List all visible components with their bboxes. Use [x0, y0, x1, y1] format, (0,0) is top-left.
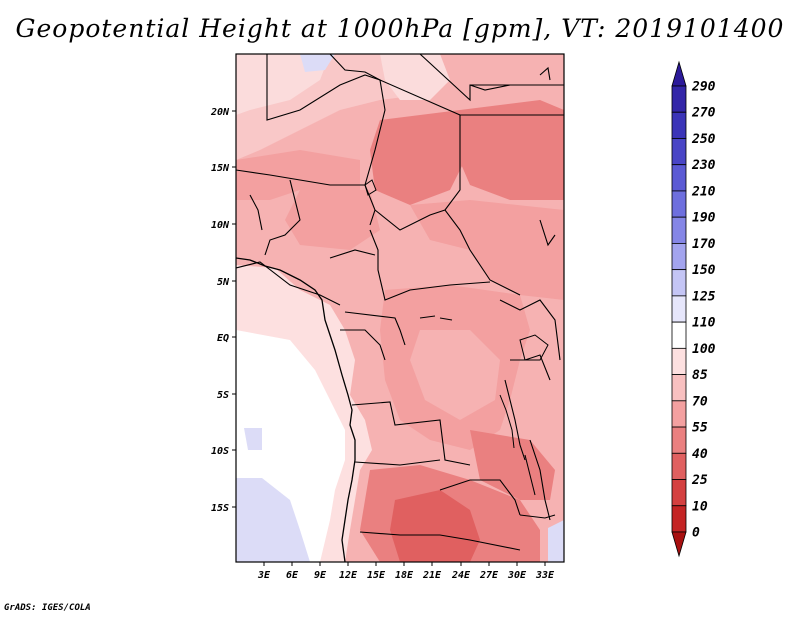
lat-tick-label: 10N	[211, 220, 230, 231]
lon-tick-label: 12E	[339, 570, 358, 581]
colorbar-label: 85	[692, 368, 708, 383]
colorbar-label: 210	[691, 184, 716, 199]
colorbar-label: 70	[692, 394, 708, 409]
colorbar-label: 40	[692, 447, 708, 462]
colorbar-swatch	[671, 111, 687, 139]
colorbar-swatch	[671, 479, 687, 507]
country-borders	[236, 54, 564, 551]
colorbar-swatch	[671, 85, 687, 113]
colorbar-swatch	[671, 400, 687, 428]
coastline	[236, 257, 356, 562]
lat-tick-label: 20N	[210, 107, 230, 118]
colorbar-swatch	[671, 269, 687, 297]
lakes	[364, 179, 549, 496]
map-panel	[236, 54, 564, 562]
colorbar-swatch	[671, 452, 687, 480]
lat-tick-label: 5S	[217, 390, 229, 401]
colorbar-label: 290	[691, 80, 716, 95]
colorbar-swatch	[671, 321, 687, 349]
colorbar-label: 100	[692, 342, 716, 357]
colorbar-label: 0	[692, 526, 700, 541]
colorbar-label: 25	[691, 473, 708, 488]
lon-tick-label: 27E	[479, 570, 499, 581]
colorbar-label: 55	[692, 421, 708, 436]
colorbar-label: 110	[692, 316, 716, 331]
colorbar-swatch	[671, 374, 687, 402]
colorbar-label: 125	[692, 289, 716, 304]
lon-tick-label: 24E	[451, 570, 471, 581]
lon-tick-label: 9E	[314, 570, 327, 581]
colorbar-label: 170	[692, 237, 716, 252]
lat-tick-label: 15S	[211, 503, 229, 514]
colorbar-swatch	[671, 426, 687, 454]
colorbar-top-arrow	[671, 60, 687, 87]
map-title: Geopotential Height at 1000hPa [gpm], VT…	[15, 14, 785, 43]
lon-tick-label: 15E	[367, 570, 386, 581]
lon-tick-label: 18E	[395, 570, 414, 581]
colorbar-label: 150	[692, 263, 716, 278]
lon-tick-label: 33E	[535, 570, 555, 581]
lat-tick-label: EQ	[217, 333, 229, 344]
colorbar-label: 190	[692, 211, 716, 226]
colorbar-label: 230	[691, 158, 716, 173]
colorbar: 2902702502302101901701501251101008570554…	[671, 60, 716, 558]
lon-tick-label: 3E	[257, 570, 271, 581]
colorbar-swatch	[671, 190, 687, 218]
colorbar-label: 10	[692, 499, 708, 514]
lat-tick-label: 5N	[217, 277, 230, 288]
colorbar-label: 250	[691, 132, 716, 147]
colorbar-label: 270	[691, 106, 716, 121]
colorbar-swatch	[671, 347, 687, 375]
colorbar-swatch	[671, 295, 687, 323]
lon-axis	[263, 562, 546, 566]
lat-tick-label: 10S	[211, 446, 229, 457]
colorbar-swatch	[671, 216, 687, 244]
colorbar-bottom-arrow	[671, 531, 687, 558]
lat-tick-label: 15N	[211, 163, 230, 174]
lon-tick-label: 30E	[507, 570, 527, 581]
colorbar-swatch	[671, 505, 687, 533]
lon-tick-label: 21E	[422, 570, 442, 581]
colorbar-swatch	[671, 164, 687, 192]
lon-tick-label: 6E	[286, 570, 299, 581]
map-frame	[235, 53, 565, 563]
credit-label: GrADS: IGES/COLA	[4, 603, 91, 613]
colorbar-swatch	[671, 138, 687, 166]
lat-axis	[232, 110, 236, 508]
colorbar-swatch	[671, 243, 687, 271]
